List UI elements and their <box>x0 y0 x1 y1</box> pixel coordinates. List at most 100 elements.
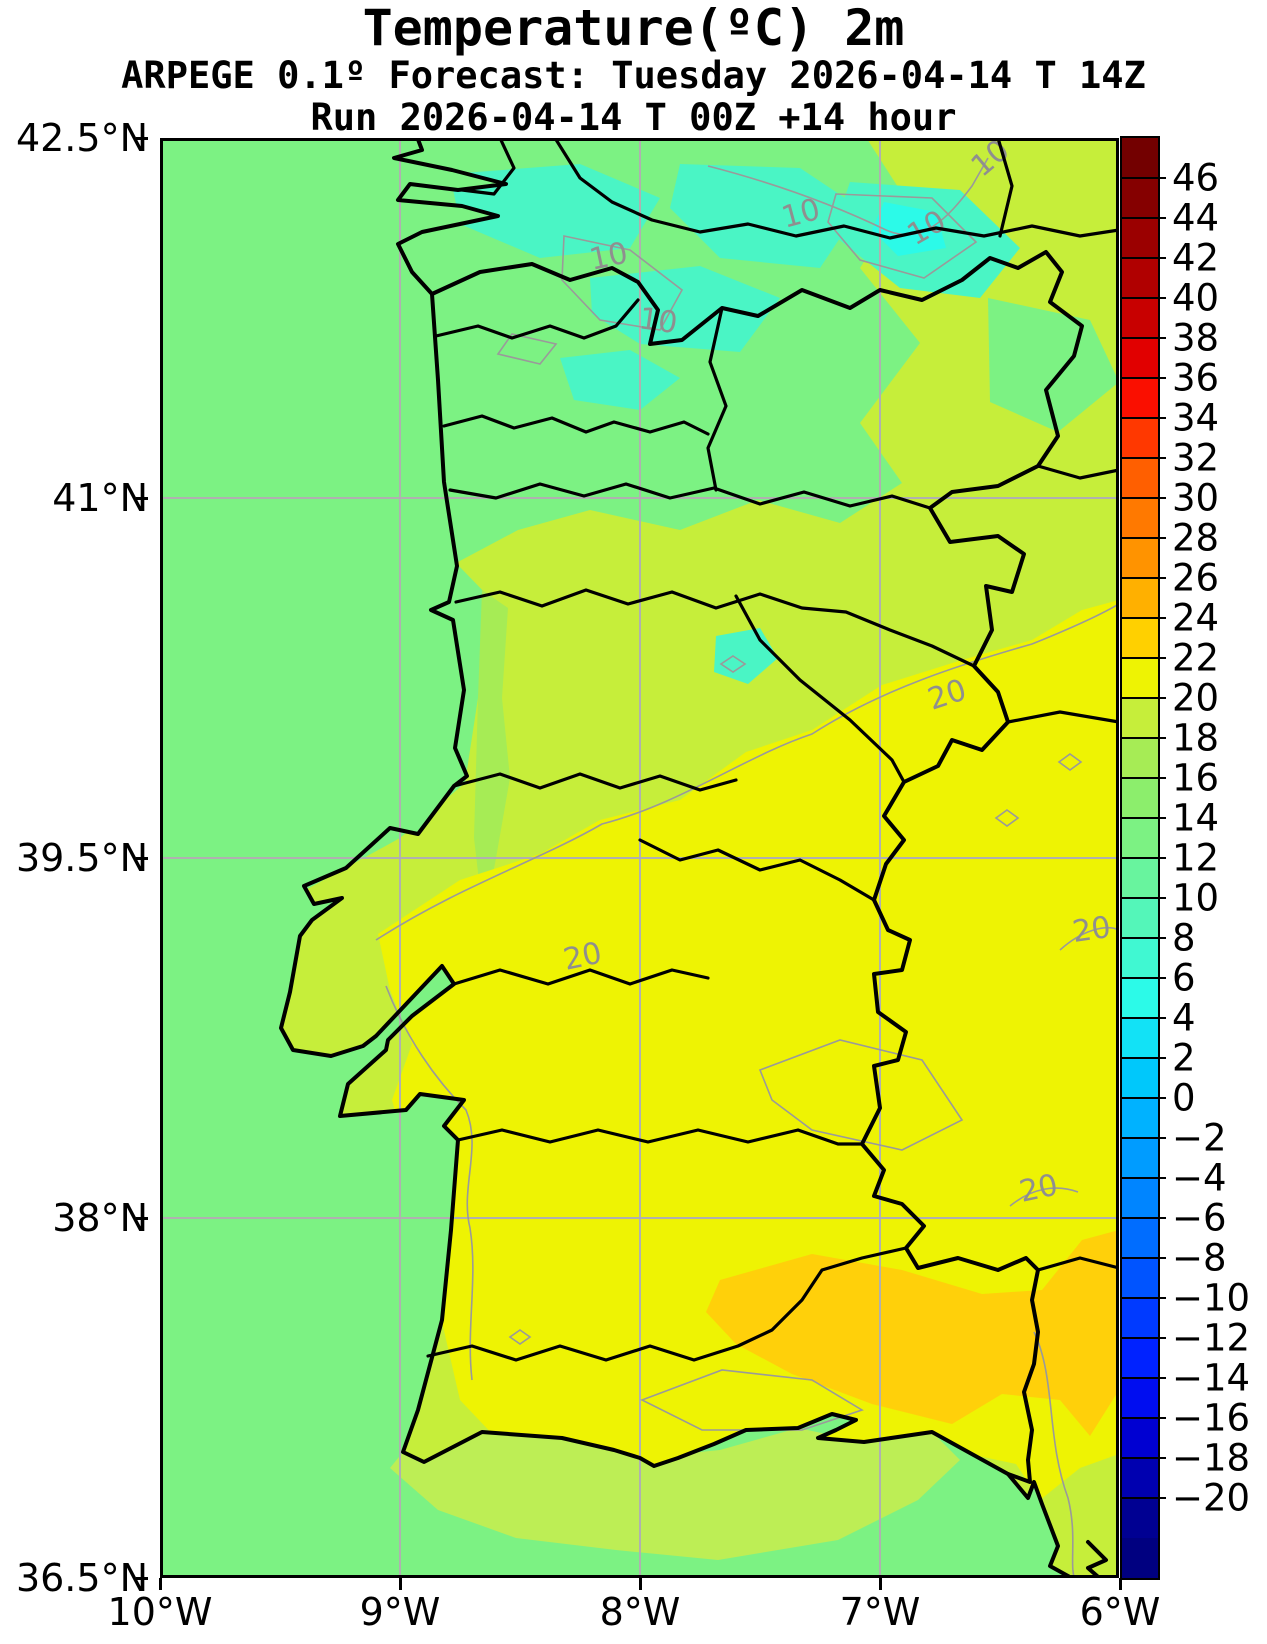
colorbar-segment <box>1122 778 1158 818</box>
colorbar-segment <box>1122 1138 1158 1178</box>
colorbar-segment <box>1122 858 1158 898</box>
coastline-and-borders <box>279 138 1119 1578</box>
colorbar-segment <box>1122 418 1158 458</box>
figure-subtitle: ARPEGE 0.1º Forecast: Tuesday 2026-04-14… <box>121 54 1146 97</box>
colorbar-tick-label: 4 <box>1172 996 1196 1040</box>
colorbar-tick <box>1122 1177 1166 1179</box>
colorbar-tick <box>1122 977 1166 979</box>
colorbar-tick-label: 14 <box>1172 796 1220 840</box>
colorbar-segment <box>1122 938 1158 978</box>
colorbar-tick-label: −14 <box>1172 1356 1251 1400</box>
y-axis-label: 38°N <box>52 1196 148 1240</box>
colorbar-tick-label: 36 <box>1172 356 1220 400</box>
colorbar-segment <box>1122 1098 1158 1138</box>
map-plot-area: 10 10 10 10 10 20 20 20 20 <box>160 138 1119 1578</box>
colorbar-tick <box>1122 777 1166 779</box>
contour-label-20: 20 <box>1070 910 1113 950</box>
y-axis-label: 39.5°N <box>15 836 148 880</box>
colorbar-segment <box>1122 178 1158 218</box>
y-axis-tick <box>136 857 148 860</box>
colorbar-segment <box>1122 1178 1158 1218</box>
colorbar-tick-label: 38 <box>1172 316 1220 360</box>
colorbar-tick <box>1122 737 1166 739</box>
x-axis-tick <box>159 1578 162 1590</box>
y-axis-label: 41°N <box>52 476 148 520</box>
colorbar-segment <box>1122 458 1158 498</box>
y-axis-label: 36.5°N <box>15 1556 148 1600</box>
x-axis-tick <box>1119 1578 1122 1590</box>
colorbar-tick-label: −20 <box>1172 1476 1251 1520</box>
x-axis-label: 10°W <box>107 1590 213 1634</box>
colorbar-tick <box>1122 497 1166 499</box>
colorbar-tick-label: 24 <box>1172 596 1220 640</box>
colorbar-tick <box>1122 257 1166 259</box>
contour-label-20: 20 <box>1016 1168 1061 1210</box>
colorbar-segment <box>1122 138 1158 178</box>
x-axis-tick <box>879 1578 882 1590</box>
colorbar-tick-label: −2 <box>1172 1116 1227 1160</box>
colorbar-segment <box>1122 498 1158 538</box>
colorbar-segment <box>1122 818 1158 858</box>
colorbar-tick <box>1122 1297 1166 1299</box>
colorbar-tick-label: 12 <box>1172 836 1220 880</box>
y-axis-tick <box>136 497 148 500</box>
colorbar-segment <box>1122 1058 1158 1098</box>
colorbar-tick-label: −16 <box>1172 1396 1251 1440</box>
colorbar-tick <box>1122 617 1166 619</box>
x-axis-label: 7°W <box>839 1590 921 1634</box>
colorbar-tick-label: 8 <box>1172 916 1196 960</box>
colorbar <box>1120 136 1160 1580</box>
colorbar-tick <box>1122 337 1166 339</box>
colorbar-segment <box>1122 978 1158 1018</box>
colorbar-segment <box>1122 538 1158 578</box>
colorbar-tick-label: 6 <box>1172 956 1196 1000</box>
colorbar-tick <box>1122 1417 1166 1419</box>
colorbar-tick-label: −10 <box>1172 1276 1251 1320</box>
colorbar-tick <box>1122 1217 1166 1219</box>
colorbar-tick-label: 34 <box>1172 396 1220 440</box>
colorbar-segment <box>1122 658 1158 698</box>
colorbar-tick <box>1122 1257 1166 1259</box>
axes-frame <box>160 138 1119 1578</box>
colorbar-tick-label: −6 <box>1172 1196 1227 1240</box>
colorbar-tick <box>1122 1137 1166 1139</box>
colorbar-segment <box>1122 1018 1158 1058</box>
colorbar-tick <box>1122 297 1166 299</box>
district-boundaries <box>426 138 1119 1362</box>
colorbar-segment <box>1122 258 1158 298</box>
colorbar-tick <box>1122 1377 1166 1379</box>
colorbar-tick <box>1122 1457 1166 1459</box>
colorbar-segment <box>1122 1218 1158 1258</box>
colorbar-tick <box>1122 1017 1166 1019</box>
colorbar-tick-label: −8 <box>1172 1236 1227 1280</box>
colorbar-segment <box>1122 578 1158 618</box>
colorbar-segment <box>1122 1378 1158 1418</box>
colorbar-tick-label: −4 <box>1172 1156 1227 1200</box>
colorbar-tick <box>1122 937 1166 939</box>
colorbar-tick-label: 26 <box>1172 556 1220 600</box>
colorbar-tick <box>1122 417 1166 419</box>
colorbar-segment <box>1122 738 1158 778</box>
colorbar-tick <box>1122 657 1166 659</box>
colorbar-tick <box>1122 1497 1166 1499</box>
colorbar-tick-label: 32 <box>1172 436 1220 480</box>
colorbar-segment <box>1122 1258 1158 1298</box>
colorbar-tick-label: −12 <box>1172 1316 1251 1360</box>
colorbar-tick <box>1122 1057 1166 1059</box>
figure-title: Temperature(ºC) 2m <box>362 0 905 57</box>
colorbar-tick-label: 42 <box>1172 236 1220 280</box>
x-axis-label: 8°W <box>599 1590 681 1634</box>
x-axis-tick <box>399 1578 402 1590</box>
colorbar-tick-label: 40 <box>1172 276 1220 320</box>
colorbar-tick-label: 20 <box>1172 676 1220 720</box>
colorbar-segment <box>1122 1458 1158 1498</box>
colorbar-tick-label: 10 <box>1172 876 1220 920</box>
colorbar-segment <box>1122 338 1158 378</box>
colorbar-segment <box>1122 378 1158 418</box>
coastline-path <box>279 138 1076 1578</box>
colorbar-segment <box>1122 1298 1158 1338</box>
x-axis-tick <box>639 1578 642 1590</box>
y-axis-tick <box>136 1577 148 1580</box>
colorbar-segment <box>1122 898 1158 938</box>
colorbar-segment <box>1122 1418 1158 1458</box>
